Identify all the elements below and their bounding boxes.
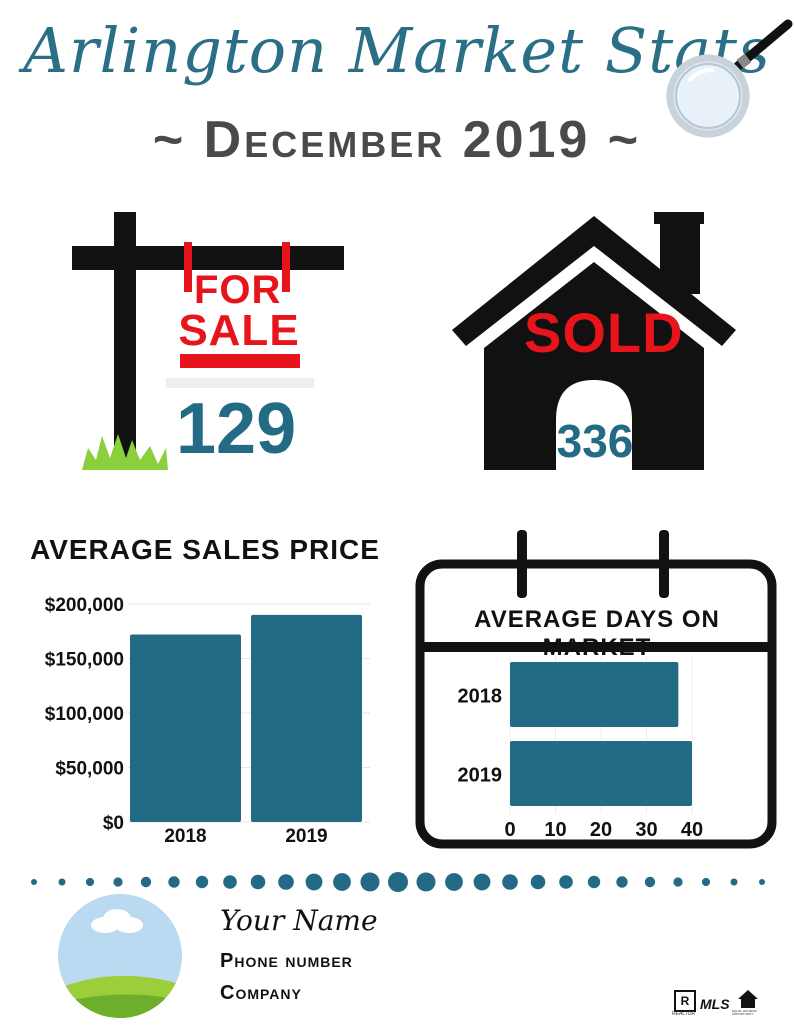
equal-housing-text: EQUAL HOUSING OPPORTUNITY	[732, 1010, 757, 1016]
equal-housing-box	[741, 999, 755, 1008]
divider-dot	[701, 877, 711, 887]
divider-dot	[113, 877, 123, 887]
price-bar	[251, 614, 362, 822]
for-sale-sign-icon	[72, 212, 344, 470]
mls-logo: MLS	[700, 996, 730, 1012]
page-title: Arlington Market Stats	[23, 14, 771, 87]
for-sale-count: 129	[176, 389, 297, 469]
divider-dot	[673, 877, 683, 887]
divider-dot	[31, 879, 37, 885]
days-x-tick-label: 20	[590, 819, 612, 841]
realtor-logo: R	[674, 990, 696, 1012]
price-y-tick-label: $0	[103, 813, 124, 834]
days-on-market-chart: 0 10 20 30 40 2018 2019	[458, 656, 703, 841]
divider-dot	[250, 874, 266, 890]
divider-dot	[644, 876, 656, 888]
agent-name: Your Name	[220, 904, 378, 937]
realtor-logo-text: REALTOR	[672, 1011, 696, 1017]
divider-dot	[759, 879, 765, 885]
days-bar	[510, 741, 692, 806]
days-x-tick-label: 30	[635, 819, 657, 841]
days-x-tick-label: 10	[544, 819, 566, 841]
divider-dot	[195, 875, 209, 889]
agent-phone: Phone number	[220, 950, 353, 972]
price-bar	[130, 634, 241, 822]
for-sale-sign-label-sale: SALE	[178, 306, 300, 355]
days-x-tick-label: 0	[504, 819, 515, 841]
price-x-tick-label: 2018	[164, 826, 206, 847]
divider-dot	[416, 872, 436, 892]
divider-dot	[278, 874, 294, 890]
equal-housing-icon	[738, 990, 758, 999]
divider-dot	[388, 872, 408, 892]
page-subtitle: ~ December 2019 ~	[152, 111, 642, 169]
divider-dot	[616, 876, 628, 888]
divider-dot	[140, 876, 152, 888]
price-y-tick-label: $200,000	[45, 595, 124, 616]
agent-photo-placeholder	[58, 894, 182, 1018]
footer-logos: R REALTOR MLS EQUAL HOUSING OPPORTUNITY	[672, 988, 782, 1018]
divider-dot	[168, 876, 180, 888]
divider-dot	[223, 875, 237, 889]
divider-dot	[587, 875, 601, 889]
days-bar	[510, 662, 679, 727]
days-on-market-chart-title: AVERAGE DAYS ON MARKET	[474, 606, 720, 661]
days-y-tick-label: 2019	[458, 765, 503, 787]
divider-dot	[530, 874, 546, 890]
divider-dot	[305, 873, 323, 891]
price-x-tick-label: 2019	[285, 826, 327, 847]
divider-dot	[360, 872, 380, 892]
divider-dot	[58, 878, 66, 886]
price-y-tick-label: $50,000	[55, 759, 124, 780]
divider-dot	[445, 873, 463, 891]
divider-dot	[730, 878, 738, 886]
divider-dot	[502, 874, 518, 890]
sales-price-chart: $0 $50,000 $100,000 $150,000 $200,000 2018 201…	[45, 595, 370, 847]
price-y-tick-label: $100,000	[45, 704, 124, 725]
magnifying-glass-icon	[666, 19, 793, 138]
sold-sign-label: SOLD	[524, 301, 684, 364]
divider-dot	[559, 875, 573, 889]
agent-company: Company	[220, 982, 302, 1004]
price-y-tick-label: $150,000	[45, 650, 124, 671]
divider-dot	[85, 877, 95, 887]
for-sale-sign-label-for: FOR	[194, 268, 282, 312]
days-x-tick-label: 40	[681, 819, 703, 841]
days-y-tick-label: 2018	[458, 686, 503, 708]
divider-dot	[473, 873, 491, 891]
sales-price-chart-title: AVERAGE SALES PRICE	[30, 534, 380, 565]
dotted-divider	[31, 872, 765, 892]
divider-dot	[333, 873, 351, 891]
sold-count: 336	[556, 415, 634, 467]
sold-house-icon	[452, 212, 736, 470]
